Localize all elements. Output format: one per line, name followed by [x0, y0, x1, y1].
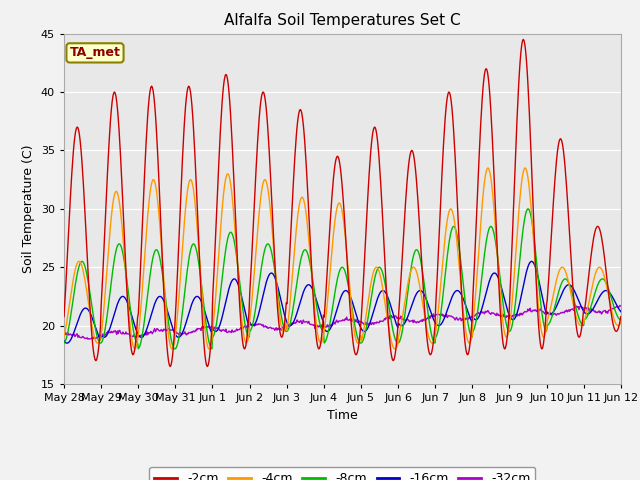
X-axis label: Time: Time — [327, 408, 358, 421]
Legend: -2cm, -4cm, -8cm, -16cm, -32cm: -2cm, -4cm, -8cm, -16cm, -32cm — [150, 467, 535, 480]
Title: Alfalfa Soil Temperatures Set C: Alfalfa Soil Temperatures Set C — [224, 13, 461, 28]
Text: TA_met: TA_met — [70, 47, 120, 60]
Y-axis label: Soil Temperature (C): Soil Temperature (C) — [22, 144, 35, 273]
